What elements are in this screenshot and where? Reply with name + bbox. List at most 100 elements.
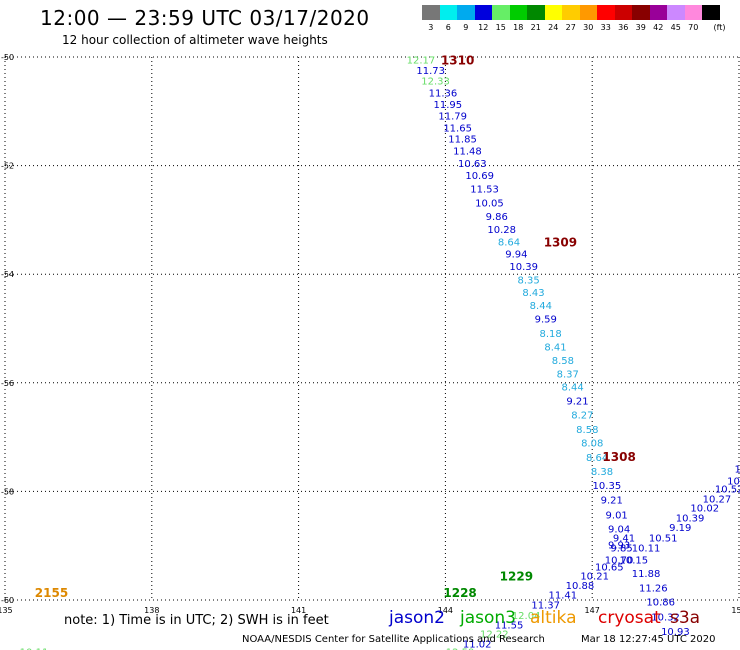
- swh-value: 9.21: [601, 496, 623, 507]
- swh-value: 8.41: [544, 342, 566, 353]
- swh-value: 8.58: [552, 356, 574, 367]
- swh-value: 9.19: [669, 523, 691, 534]
- swh-value: 12.33: [421, 76, 450, 87]
- credit-text: NOAA/NESDIS Center for Satellite Applica…: [242, 634, 545, 645]
- swh-value: 11.73: [416, 66, 445, 77]
- lat-tick-label: -58: [1, 487, 14, 496]
- swh-value: 10.70: [605, 555, 634, 566]
- swh-value: 12.22: [480, 630, 509, 641]
- lon-tick-label: 135: [0, 606, 13, 615]
- satellite-s3a: s3a: [670, 608, 701, 628]
- scale-label: 12: [478, 23, 489, 32]
- swh-value: 9.01: [606, 511, 628, 522]
- scale-label: 39: [635, 23, 646, 32]
- swh-value: 9.04: [608, 524, 630, 535]
- scale-label: 15: [495, 23, 506, 32]
- page-title: 12:00 — 23:59 UTC 03/17/2020: [40, 6, 370, 30]
- swh-value: 11.26: [639, 584, 668, 595]
- swh-value: 10.05: [475, 199, 504, 210]
- lat-tick-label: -54: [1, 270, 14, 279]
- pass-time: 1308: [602, 450, 635, 464]
- scale-swatch: [527, 5, 545, 20]
- swh-value: 8.58: [576, 425, 598, 436]
- swh-value: 10.07: [734, 465, 740, 476]
- scale-swatch: [492, 5, 510, 20]
- swh-value: 8.18: [539, 329, 561, 340]
- scale-label: 33: [600, 23, 611, 32]
- scale-unit: (ft): [713, 23, 726, 32]
- lat-tick-label: -60: [1, 596, 14, 605]
- scale-swatch: [597, 5, 615, 20]
- scale-label: 27: [565, 23, 576, 32]
- swh-value: 9.93: [608, 541, 630, 552]
- swh-value: 11.53: [470, 184, 499, 195]
- altimeter-tracks: 12.1711.7312.3311.3611.9511.7911.6511.85…: [20, 56, 740, 650]
- scale-label: 70: [688, 23, 699, 32]
- scale-label: 36: [618, 23, 629, 32]
- swh-value: 10.11: [632, 543, 661, 554]
- swh-value: 9.94: [505, 250, 527, 261]
- scale-swatch: [422, 5, 440, 20]
- swh-value: 11.37: [531, 600, 560, 611]
- swh-value: 11.41: [549, 591, 578, 602]
- scale-label: 9: [463, 23, 469, 32]
- swh-value: 10.11: [20, 648, 49, 650]
- swh-value: 11.95: [434, 100, 463, 111]
- units-note: note: 1) Time is in UTC; 2) SWH is in fe…: [64, 613, 329, 628]
- scale-swatch: [562, 5, 580, 20]
- swh-value: 10.63: [458, 159, 487, 170]
- swh-value: 11.85: [448, 134, 477, 145]
- scale-label: 3: [428, 23, 434, 32]
- swh-value: 10.69: [465, 171, 494, 182]
- map-grid: [4, 56, 740, 601]
- swh-value: 11.36: [429, 88, 458, 99]
- scale-label: 42: [653, 23, 664, 32]
- swh-value: 10.35: [593, 481, 622, 492]
- swh-value: 10.51: [649, 534, 678, 545]
- swh-value: 11.79: [438, 112, 467, 123]
- swh-value: 10.15: [619, 555, 648, 566]
- swh-value: 10.27: [703, 494, 732, 505]
- swh-value: 8.27: [571, 410, 593, 421]
- swh-value: 8.44: [530, 301, 552, 312]
- swh-value: 10.21: [580, 572, 609, 583]
- swh-value: 10.52: [715, 485, 740, 496]
- lon-tick-label: 141: [291, 606, 306, 615]
- scale-label: 30: [583, 23, 594, 32]
- pass-time-labels: 1310 1309 1308 1229 1228 2155: [35, 54, 636, 600]
- swh-value: 11.02: [463, 639, 492, 650]
- scale-label: 6: [445, 23, 451, 32]
- pass-time: 1310: [441, 54, 474, 68]
- scale-swatch: [632, 5, 650, 20]
- swh-value: 10.32: [651, 612, 680, 623]
- swh-value: 8.35: [517, 276, 539, 287]
- swh-value: 8.37: [557, 370, 579, 381]
- lon-tick-label: 150: [731, 606, 740, 615]
- scale-label: 18: [513, 23, 524, 32]
- swh-value: 9.86: [486, 212, 508, 223]
- swh-value: 11.65: [443, 124, 472, 135]
- satellite-jason3: jason3: [460, 608, 516, 628]
- generated-timestamp: Mar 18 12:27:45 UTC 2020: [581, 634, 716, 645]
- pass-time: 1228: [443, 586, 476, 600]
- scale-label: 45: [670, 23, 681, 32]
- swh-value: 10.28: [487, 225, 516, 236]
- pass-time: 1229: [500, 570, 533, 584]
- swh-value: 8.08: [581, 439, 603, 450]
- swh-value: 10.06: [727, 477, 740, 488]
- scale-swatch: [614, 5, 633, 20]
- scale-swatch: [544, 5, 563, 20]
- scale-swatch: [579, 5, 598, 20]
- swh-value: 10.39: [509, 262, 538, 273]
- scale-swatch: [457, 5, 475, 20]
- scale-label: 24: [548, 23, 559, 32]
- lon-tick-label: 147: [585, 606, 600, 615]
- scale-swatch: [439, 5, 458, 20]
- lon-tick-label: 138: [144, 606, 159, 615]
- lon-tick-label: 144: [438, 606, 453, 615]
- swh-value: 10.02: [690, 504, 719, 515]
- swh-value: 12.04: [512, 611, 541, 622]
- satellite-jason2: jason2: [389, 608, 445, 628]
- satellite-altika: altika: [530, 608, 577, 628]
